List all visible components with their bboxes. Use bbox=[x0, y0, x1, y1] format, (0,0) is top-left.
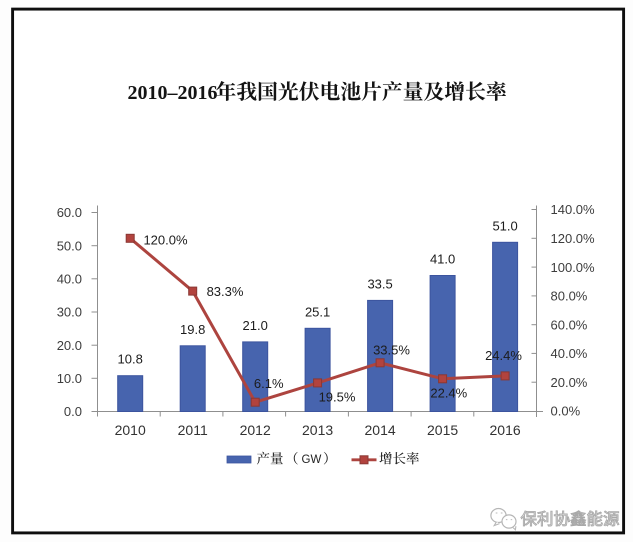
svg-text:0.0%: 0.0% bbox=[551, 404, 581, 419]
svg-text:19.5%: 19.5% bbox=[319, 390, 356, 405]
svg-text:20.0: 20.0 bbox=[57, 338, 82, 353]
svg-text:40.0%: 40.0% bbox=[551, 346, 588, 361]
svg-text:140.0%: 140.0% bbox=[551, 202, 596, 217]
svg-text:2012: 2012 bbox=[240, 422, 271, 438]
svg-text:60.0: 60.0 bbox=[57, 205, 82, 220]
svg-text:6.1%: 6.1% bbox=[254, 376, 284, 391]
svg-text:20.0%: 20.0% bbox=[551, 375, 588, 390]
svg-text:2013: 2013 bbox=[302, 422, 333, 438]
svg-text:2015: 2015 bbox=[427, 422, 458, 438]
svg-text:2011: 2011 bbox=[178, 422, 208, 438]
svg-text:30.0: 30.0 bbox=[57, 305, 82, 320]
svg-text:2014: 2014 bbox=[365, 422, 396, 438]
svg-text:21.0: 21.0 bbox=[243, 318, 268, 333]
svg-text:19.8: 19.8 bbox=[180, 322, 205, 337]
svg-text:83.3%: 83.3% bbox=[207, 284, 244, 299]
svg-text:120.0%: 120.0% bbox=[551, 231, 596, 246]
svg-text:40.0: 40.0 bbox=[57, 271, 82, 286]
svg-text:51.0: 51.0 bbox=[492, 218, 517, 233]
svg-text:33.5: 33.5 bbox=[367, 276, 392, 291]
svg-text:80.0%: 80.0% bbox=[551, 289, 588, 304]
svg-text:2010–2016: 2010–2016 bbox=[128, 82, 218, 104]
svg-text:2016: 2016 bbox=[490, 422, 521, 438]
svg-text:50.0: 50.0 bbox=[57, 238, 82, 253]
svg-text:100.0%: 100.0% bbox=[551, 260, 596, 275]
svg-text:10.8: 10.8 bbox=[118, 352, 143, 367]
svg-text:22.4%: 22.4% bbox=[430, 386, 467, 401]
svg-text:10.0: 10.0 bbox=[57, 371, 82, 386]
svg-text:120.0%: 120.0% bbox=[143, 233, 188, 248]
svg-text:60.0%: 60.0% bbox=[551, 317, 588, 332]
svg-text:GW: GW bbox=[302, 454, 322, 466]
svg-text:24.4%: 24.4% bbox=[485, 348, 522, 363]
svg-text:0.0: 0.0 bbox=[64, 404, 82, 419]
svg-text:41.0: 41.0 bbox=[430, 252, 455, 267]
svg-text:25.1: 25.1 bbox=[305, 304, 330, 319]
svg-text:2010: 2010 bbox=[115, 422, 146, 438]
svg-text:33.5%: 33.5% bbox=[373, 343, 410, 358]
